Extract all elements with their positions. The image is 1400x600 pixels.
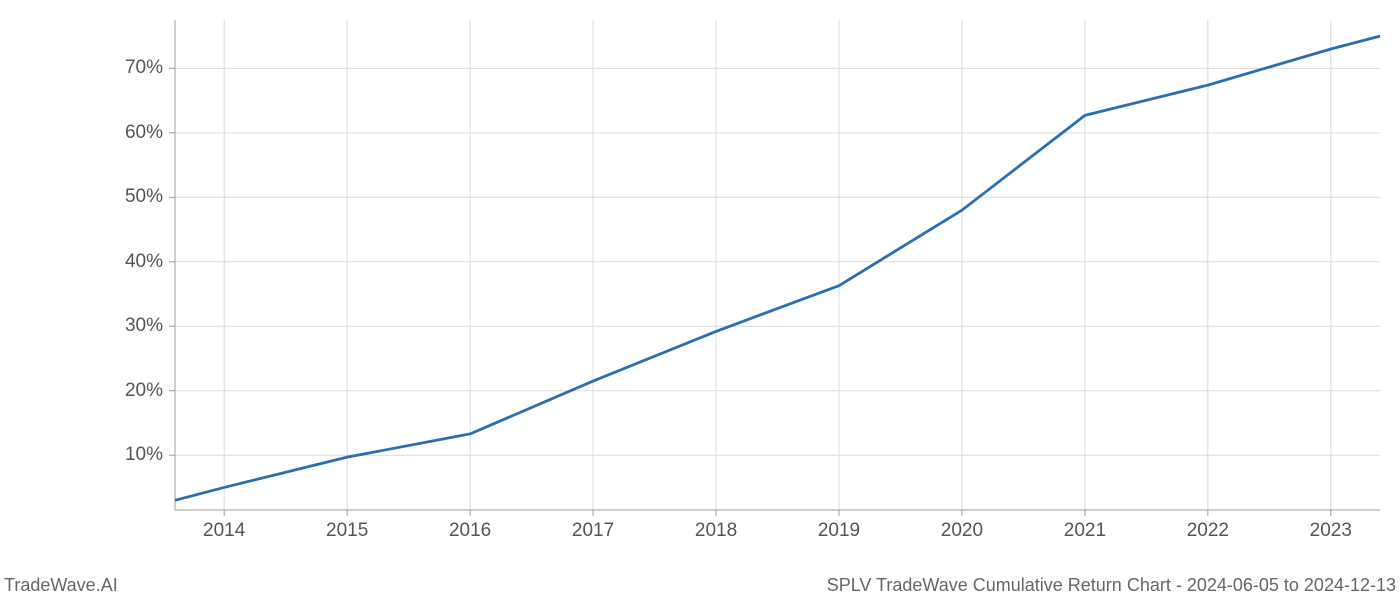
x-tick-label: 2018: [695, 520, 737, 542]
chart-container: 2014 2015 2016 2017 2018 2019 2020 2021 2022 2023…: [0, 0, 1400, 600]
x-tick-label: 2022: [1187, 520, 1229, 542]
y-tick-label: 50%: [125, 186, 163, 208]
line-chart: [0, 0, 1400, 600]
y-tick-label: 30%: [125, 315, 163, 337]
x-tick-label: 2021: [1064, 520, 1106, 542]
x-tick-label: 2020: [941, 520, 983, 542]
x-tick-label: 2019: [818, 520, 860, 542]
x-tick-label: 2017: [572, 520, 614, 542]
footer-left-text: TradeWave.AI: [4, 575, 118, 596]
y-tick-label: 20%: [125, 380, 163, 402]
x-tick-label: 2014: [203, 520, 245, 542]
footer-right-text: SPLV TradeWave Cumulative Return Chart -…: [827, 575, 1396, 596]
y-tick-label: 40%: [125, 251, 163, 273]
y-tick-label: 70%: [125, 57, 163, 79]
x-tick-label: 2015: [326, 520, 368, 542]
y-tick-label: 10%: [125, 444, 163, 466]
x-tick-label: 2016: [449, 520, 491, 542]
y-tick-label: 60%: [125, 122, 163, 144]
x-tick-label: 2023: [1310, 520, 1352, 542]
